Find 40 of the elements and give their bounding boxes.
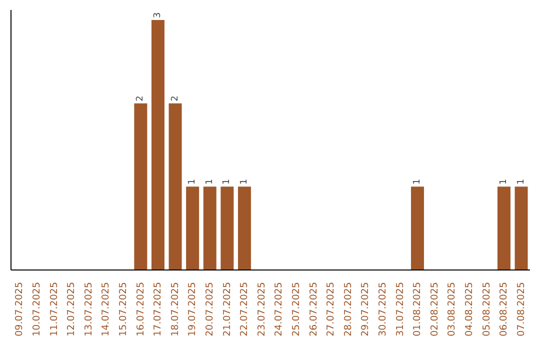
x-tick-label: 11.07.2025: [48, 282, 60, 336]
x-tick-label: 07.08.2025: [516, 282, 527, 336]
x-tick-label: 13.07.2025: [83, 282, 94, 336]
x-tick-label: 24.07.2025: [274, 282, 285, 336]
x-tick-label: 01.08.2025: [412, 282, 424, 336]
x-tick-label: 06.08.2025: [498, 282, 510, 336]
x-tick-label: 02.08.2025: [429, 282, 440, 336]
x-tick-label: 19.07.2025: [187, 282, 198, 336]
x-tick-label: 20.07.2025: [204, 282, 216, 336]
x-tick-label: 16.07.2025: [135, 282, 146, 336]
x-tick-label: 28.07.2025: [342, 282, 354, 336]
data-label: 1: [222, 178, 232, 185]
x-tick-label: 12.07.2025: [66, 282, 78, 336]
x-tick-label: 17.07.2025: [152, 282, 164, 336]
x-tick-label: 31.07.2025: [394, 282, 406, 336]
x-tick-label: 04.08.2025: [464, 282, 475, 336]
x-tick-label: 18.07.2025: [170, 282, 181, 336]
x-tick-label: 29.07.2025: [360, 282, 372, 336]
x-tick-label: 05.08.2025: [481, 282, 492, 336]
data-label: 1: [188, 178, 198, 185]
data-label: 2: [170, 96, 180, 102]
x-tick-label: 27.07.2025: [326, 282, 337, 336]
x-tick-label: 23.07.2025: [256, 282, 268, 336]
x-tick-label: 15.07.2025: [118, 282, 129, 336]
x-tick-label: 25.07.2025: [290, 282, 302, 336]
x-tick-label: 21.07.2025: [222, 282, 233, 336]
x-tick-label: 03.08.2025: [446, 282, 458, 336]
data-label: 1: [516, 178, 526, 185]
x-tick-label: 30.07.2025: [377, 282, 388, 336]
x-tick-label: 26.07.2025: [308, 282, 320, 336]
data-label: 1: [412, 178, 422, 185]
x-tick-label: 14.07.2025: [100, 282, 112, 336]
x-tick-label: 09.07.2025: [14, 282, 26, 336]
x-tick-label: 22.07.2025: [239, 282, 250, 336]
data-label: 2: [136, 96, 146, 102]
data-label: 1: [498, 178, 509, 185]
x-tick-label: 10.07.2025: [31, 282, 42, 336]
data-label: 3: [152, 12, 163, 18]
data-label: 1: [204, 178, 215, 185]
data-label: 1: [239, 178, 250, 185]
